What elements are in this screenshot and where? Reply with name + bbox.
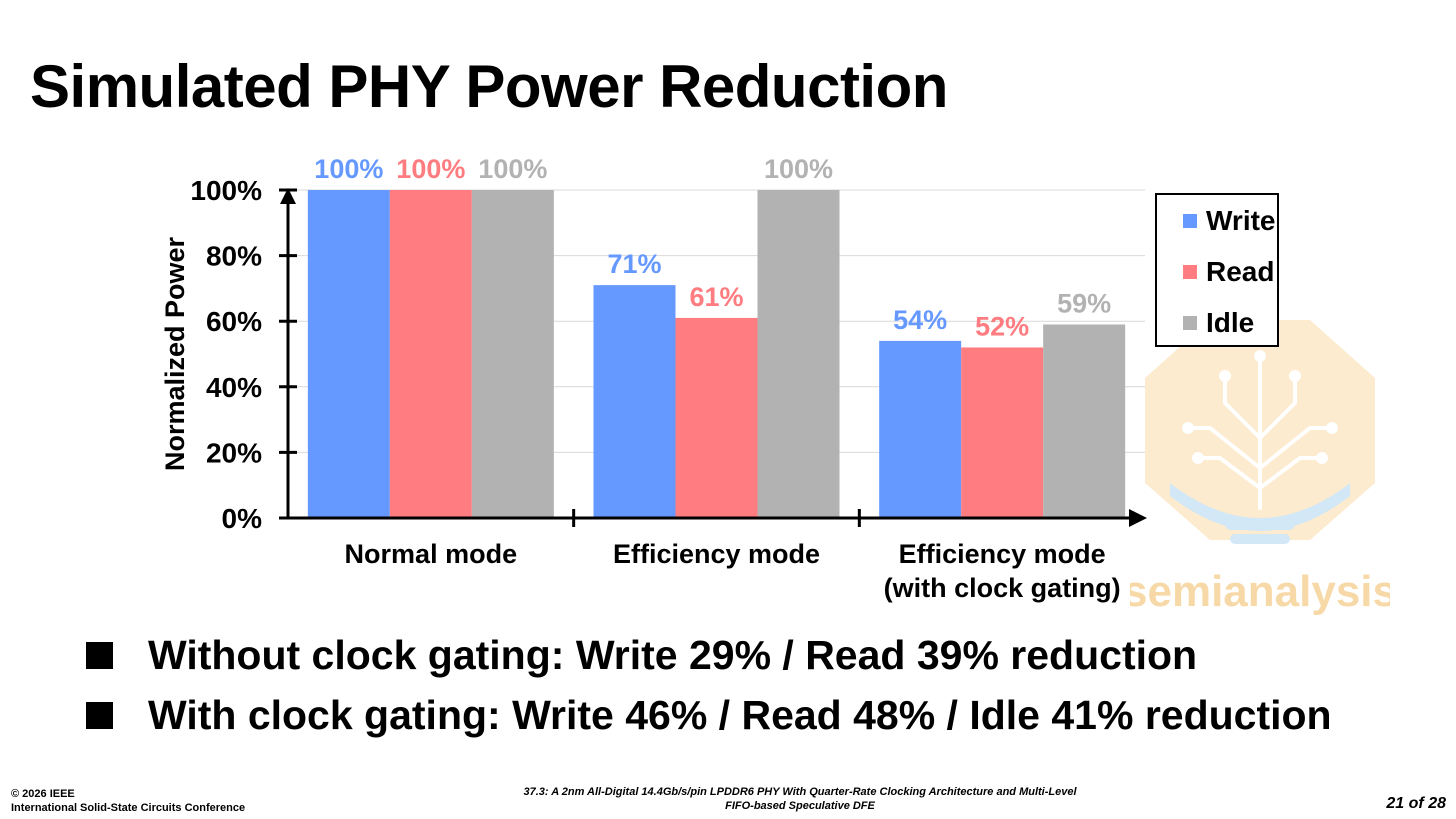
y-tick-label: 60% — [206, 306, 262, 337]
legend-item-write: Write — [1183, 207, 1276, 235]
bullet-item: With clock gating: Write 46% / Read 48% … — [86, 685, 1332, 745]
legend-swatch-read — [1183, 265, 1197, 279]
legend-label-read: Read — [1206, 256, 1275, 287]
data-label-idle: 100% — [764, 154, 833, 184]
bar-read — [675, 317, 758, 518]
bar-write — [593, 285, 676, 518]
x-category-label: Efficiency mode — [613, 539, 820, 569]
footer-left: © 2026 IEEE International Solid-State Ci… — [11, 787, 245, 815]
legend-label-write: Write — [1206, 205, 1276, 236]
slide-title: Simulated PHY Power Reduction — [30, 53, 948, 120]
footer-conference: International Solid-State Circuits Confe… — [11, 802, 246, 814]
x-category-label: (with clock gating) — [884, 573, 1121, 603]
chart-legend: Write Read Idle — [1155, 193, 1279, 347]
data-label-read: 100% — [396, 154, 465, 184]
data-label-write: 100% — [314, 154, 383, 184]
lightbulb-circuit-logo-icon: semianalysis — [1123, 320, 1397, 616]
footer-paper-title: 37.3: A 2nm All-Digital 14.4Gb/s/pin LPD… — [523, 785, 1076, 813]
legend-swatch-idle — [1183, 316, 1197, 330]
legend-swatch-write — [1183, 214, 1197, 228]
watermark-text: semianalysis — [1130, 567, 1390, 616]
legend-item-read: Read — [1183, 258, 1274, 286]
square-bullet-icon — [86, 701, 113, 729]
y-axis-title: Normalized Power — [160, 236, 190, 471]
x-category-label: Efficiency mode — [899, 539, 1106, 569]
y-tick-label: 100% — [190, 175, 262, 206]
bar-idle — [757, 190, 840, 518]
y-tick-label: 0% — [222, 503, 263, 534]
bar-read — [389, 190, 472, 518]
x-axis-arrow-icon — [1129, 509, 1147, 527]
y-tick-label: 80% — [206, 241, 262, 272]
bar-idle — [1043, 324, 1126, 518]
y-tick-label: 20% — [206, 437, 262, 468]
data-label-write: 54% — [893, 305, 947, 335]
bullet-text: Without clock gating: Write 29% / Read 3… — [148, 631, 1198, 678]
bar-idle — [471, 190, 554, 518]
x-category-label: Normal mode — [345, 539, 518, 569]
semianalysis-watermark: semianalysis — [1123, 318, 1397, 618]
bullet-list: Without clock gating: Write 29% / Read 3… — [86, 625, 1332, 745]
data-label-read: 52% — [975, 311, 1029, 341]
bar-write — [879, 340, 962, 518]
footer-paper-line-1: 37.3: A 2nm All-Digital 14.4Gb/s/pin LPD… — [523, 786, 1077, 798]
footer-paper-line-2: FIFO-based Speculative DFE — [725, 800, 875, 812]
data-label-read: 61% — [689, 282, 743, 312]
page-number: 21 of 28 — [1386, 795, 1446, 812]
data-label-idle: 59% — [1057, 288, 1111, 318]
legend-item-idle: Idle — [1183, 309, 1254, 337]
legend-label-idle: Idle — [1206, 307, 1255, 338]
data-label-write: 71% — [607, 249, 661, 279]
square-bullet-icon — [86, 641, 113, 669]
footer-copyright: © 2026 IEEE — [11, 788, 75, 800]
y-axis-arrow-icon — [280, 188, 296, 204]
bar-read — [961, 347, 1044, 518]
bar-write — [307, 190, 390, 518]
bullet-text: With clock gating: Write 46% / Read 48% … — [148, 691, 1332, 738]
data-label-idle: 100% — [478, 154, 547, 184]
y-tick-label: 40% — [206, 372, 262, 403]
bullet-item: Without clock gating: Write 29% / Read 3… — [86, 625, 1332, 685]
